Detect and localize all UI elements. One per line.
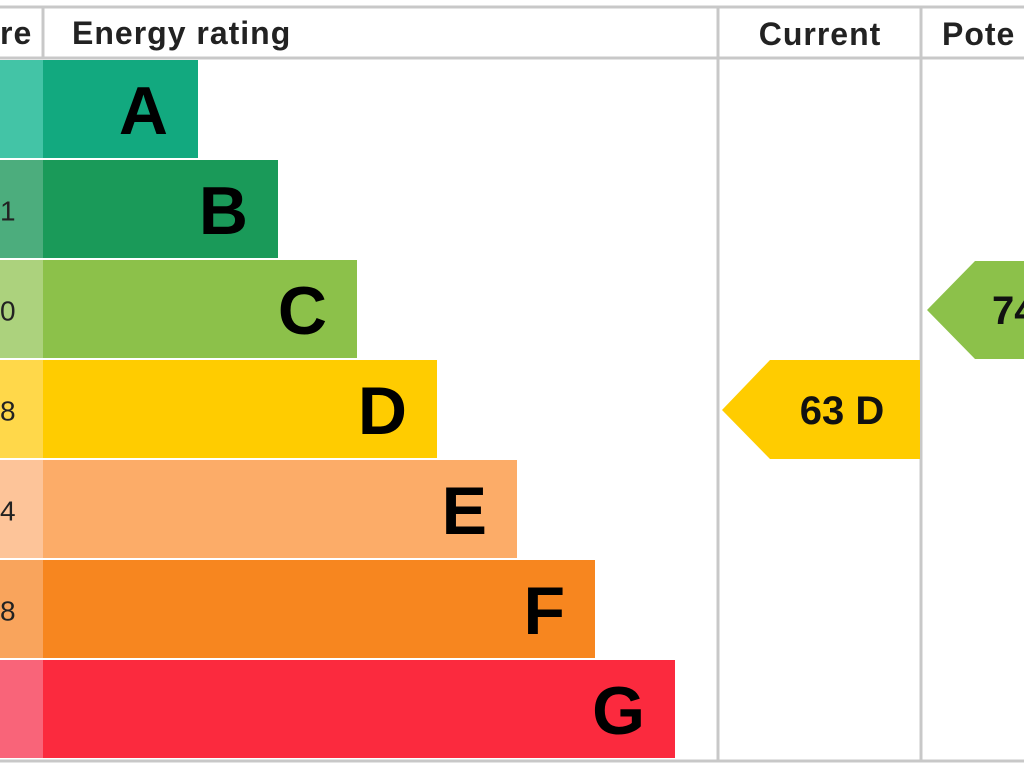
rating-bar — [43, 460, 517, 558]
rating-bar — [43, 160, 278, 258]
rating-letter: D — [358, 373, 407, 449]
current-header: Current — [759, 16, 882, 52]
score-value: 0 — [0, 296, 16, 327]
potential-arrow — [927, 261, 1024, 359]
score-value: 8 — [0, 396, 16, 427]
score-cell — [0, 160, 43, 258]
score-value: 4 — [0, 496, 16, 527]
score-value: 8 — [0, 596, 16, 627]
rating-letter: F — [523, 573, 565, 649]
potential-label: 74 — [992, 289, 1024, 333]
rating-letter: E — [442, 473, 487, 549]
rating-bar — [43, 360, 437, 458]
potential-header: Pote — [942, 16, 1015, 52]
rating-bar — [43, 60, 198, 158]
frame — [0, 5, 1024, 763]
rating-letter: G — [592, 673, 645, 749]
rating-bar — [43, 560, 595, 658]
score-header: re — [0, 15, 32, 51]
score-cell — [0, 460, 43, 558]
rating-letter: C — [278, 273, 327, 349]
score-value: 1 — [0, 196, 16, 227]
score-cell — [0, 60, 43, 158]
score-cell — [0, 360, 43, 458]
rating-bar — [43, 260, 357, 358]
rating-letter: B — [199, 173, 248, 249]
current-arrow — [722, 360, 920, 459]
rating-header: Energy rating — [72, 15, 291, 51]
score-cell — [0, 560, 43, 658]
score-cell — [0, 260, 43, 358]
current-label: 63 D — [800, 389, 885, 433]
rating-letter: A — [119, 73, 168, 149]
score-cell — [0, 660, 43, 758]
rating-bar — [43, 660, 675, 758]
